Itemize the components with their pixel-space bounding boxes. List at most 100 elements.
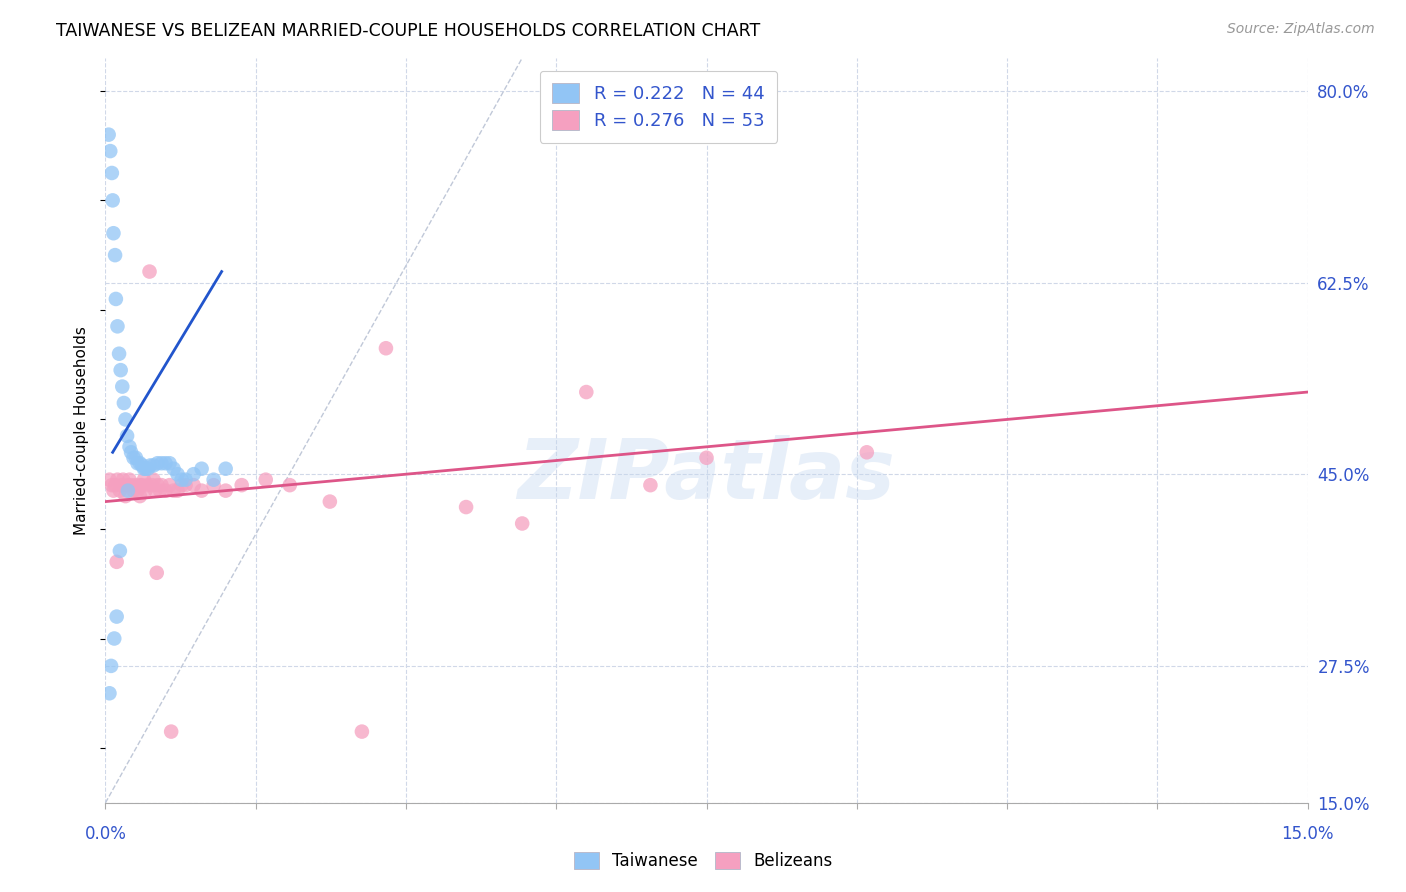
Point xyxy=(231,478,253,492)
Point xyxy=(111,379,134,393)
Point xyxy=(101,194,124,208)
Point xyxy=(108,347,131,361)
Point xyxy=(98,144,121,158)
Point xyxy=(125,478,148,492)
Point xyxy=(97,128,120,142)
Point xyxy=(174,473,197,487)
Point xyxy=(149,483,172,498)
Point xyxy=(127,456,149,470)
Point xyxy=(319,494,342,508)
Point xyxy=(160,724,183,739)
Point xyxy=(104,292,127,306)
Point xyxy=(146,478,169,492)
Point xyxy=(155,483,177,498)
Point xyxy=(114,489,136,503)
Point xyxy=(103,483,125,498)
Point xyxy=(112,473,135,487)
Point xyxy=(159,478,181,492)
Point xyxy=(103,632,125,646)
Point xyxy=(150,456,173,470)
Text: 15.0%: 15.0% xyxy=(1281,825,1334,843)
Point xyxy=(131,478,153,492)
Point xyxy=(141,478,163,492)
Point xyxy=(214,461,236,475)
Point xyxy=(174,478,197,492)
Point xyxy=(155,456,177,470)
Point xyxy=(104,478,127,492)
Text: 0.0%: 0.0% xyxy=(84,825,127,843)
Point xyxy=(107,473,129,487)
Point xyxy=(112,396,135,410)
Point xyxy=(142,458,165,473)
Text: ZIPatlas: ZIPatlas xyxy=(517,434,896,516)
Point xyxy=(117,478,139,492)
Point xyxy=(166,483,188,498)
Point xyxy=(278,478,301,492)
Point xyxy=(118,473,141,487)
Point xyxy=(118,440,141,454)
Point xyxy=(104,248,127,262)
Point xyxy=(127,483,149,498)
Point xyxy=(136,478,159,492)
Point xyxy=(135,461,157,475)
Point xyxy=(122,450,145,465)
Point xyxy=(129,456,152,470)
Point xyxy=(138,264,160,278)
Text: TAIWANESE VS BELIZEAN MARRIED-COUPLE HOUSEHOLDS CORRELATION CHART: TAIWANESE VS BELIZEAN MARRIED-COUPLE HOU… xyxy=(56,22,761,40)
Legend: Taiwanese, Belizeans: Taiwanese, Belizeans xyxy=(567,845,839,877)
Point xyxy=(146,456,169,470)
Point xyxy=(98,473,121,487)
Point xyxy=(122,483,145,498)
Point xyxy=(143,483,166,498)
Point xyxy=(139,458,162,473)
Point xyxy=(98,686,121,700)
Point xyxy=(107,319,129,334)
Point xyxy=(166,467,188,482)
Point xyxy=(150,478,173,492)
Point xyxy=(132,461,155,475)
Point xyxy=(170,473,193,487)
Point xyxy=(142,473,165,487)
Point xyxy=(202,473,225,487)
Point xyxy=(145,566,167,580)
Point xyxy=(170,478,193,492)
Point xyxy=(456,500,478,514)
Point xyxy=(120,478,142,492)
Point xyxy=(510,516,533,531)
Point xyxy=(162,483,184,498)
Point xyxy=(114,412,136,426)
Point xyxy=(696,450,718,465)
Point xyxy=(129,489,152,503)
Point xyxy=(350,724,373,739)
Point xyxy=(108,544,131,558)
Legend: R = 0.222   N = 44, R = 0.276   N = 53: R = 0.222 N = 44, R = 0.276 N = 53 xyxy=(540,70,778,143)
Point xyxy=(131,458,153,473)
Point xyxy=(183,478,205,492)
Point xyxy=(105,555,128,569)
Point xyxy=(190,483,212,498)
Point xyxy=(110,363,132,377)
Y-axis label: Married-couple Households: Married-couple Households xyxy=(75,326,90,535)
Point xyxy=(374,341,398,355)
Point xyxy=(120,445,142,459)
Point xyxy=(162,461,184,475)
Point xyxy=(125,450,148,465)
Point xyxy=(101,166,124,180)
Point xyxy=(132,473,155,487)
Point xyxy=(190,461,212,475)
Point xyxy=(183,467,205,482)
Point xyxy=(202,478,225,492)
Point xyxy=(110,478,132,492)
Point xyxy=(129,478,152,492)
Point xyxy=(214,483,236,498)
Point xyxy=(105,609,128,624)
Point xyxy=(101,478,124,492)
Point xyxy=(640,478,662,492)
Point xyxy=(103,226,125,240)
Point xyxy=(100,659,122,673)
Point xyxy=(855,445,877,459)
Text: Source: ZipAtlas.com: Source: ZipAtlas.com xyxy=(1227,22,1375,37)
Point xyxy=(115,429,138,443)
Point xyxy=(159,456,181,470)
Point xyxy=(254,473,277,487)
